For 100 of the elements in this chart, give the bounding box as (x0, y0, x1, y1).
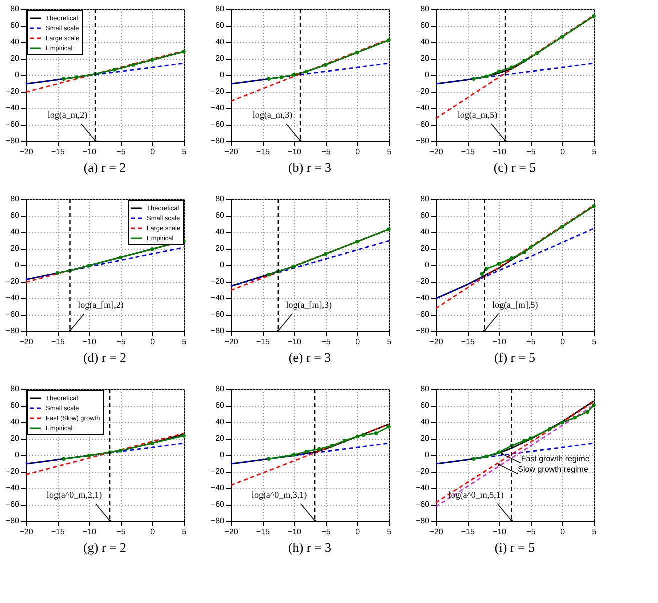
y-tick-label: 40 (216, 228, 226, 236)
text: (c) r = 5 (494, 160, 536, 175)
y-tick-label: −20 (416, 467, 430, 476)
y-tick-label: −80 (6, 516, 20, 526)
y-tick-label: −60 (6, 120, 20, 129)
y-tick-label: 80 (10, 384, 20, 394)
y-tick-label: −80 (6, 136, 20, 146)
y-tick-label: −20 (6, 277, 20, 286)
y-tick-label: −60 (416, 500, 430, 509)
x-tick-label: −10 (288, 148, 302, 156)
y-tick-label: −40 (416, 294, 430, 302)
y-tick-label: 0 (425, 260, 430, 270)
text: (d) r = 2 (83, 350, 127, 365)
x-tick-label: 0 (356, 148, 361, 156)
y-tick-label: 80 (420, 194, 430, 204)
y-tick-label: 40 (216, 418, 226, 426)
y-tick-label: 60 (10, 21, 20, 30)
y-tick-label: −40 (6, 294, 20, 302)
x-tick-label: 5 (387, 148, 392, 156)
y-tick-label: 20 (10, 54, 20, 63)
y-tick-label: 0 (425, 70, 430, 80)
y-tick-label: 80 (420, 384, 430, 394)
y-tick-label: −40 (416, 104, 430, 112)
y-tick-label: 80 (216, 4, 226, 14)
annotation: log(a_m,2) (48, 110, 88, 120)
y-tick-label: −40 (6, 104, 20, 112)
y-tick-label: −20 (416, 277, 430, 286)
y-tick-label: −40 (210, 294, 226, 302)
y-tick-label: −20 (416, 87, 430, 96)
annotation: log(a^0_m,5,1) (448, 490, 504, 500)
text: (i) r = 5 (494, 540, 536, 555)
y-tick-label: −80 (6, 326, 20, 336)
x-tick-label: −15 (256, 148, 270, 156)
x-tick-label: 5 (182, 148, 188, 156)
annotation: log(a^0_m,2,1) (46, 490, 102, 500)
y-tick-label: 80 (420, 4, 430, 14)
y-tick-label: 0 (425, 450, 430, 460)
y-tick-label: 20 (420, 434, 430, 443)
y-tick-label: 20 (216, 244, 226, 253)
y-tick-label: 20 (420, 244, 430, 253)
x-tick-label: 5 (592, 148, 598, 156)
text: (a) r = 2 (84, 160, 126, 175)
y-tick-label: −80 (210, 326, 226, 336)
x-tick-label: 0 (356, 528, 361, 536)
y-tick-label: 60 (420, 211, 430, 220)
y-tick-label: 0 (15, 260, 20, 270)
x-tick-label: 5 (182, 338, 188, 346)
y-tick-label: −80 (416, 326, 430, 336)
y-tick-label: −20 (210, 87, 226, 96)
y-tick-label: 80 (10, 194, 20, 204)
y-tick-label: −80 (210, 516, 226, 526)
x-tick-label: −5 (116, 528, 126, 536)
y-tick-label: −60 (210, 500, 226, 509)
x-tick-label: −5 (526, 528, 536, 536)
y-tick-label: 0 (220, 260, 226, 270)
y-tick-label: 0 (15, 70, 20, 80)
y-tick-label: −20 (210, 467, 226, 476)
x-tick-label: −5 (322, 528, 332, 536)
y-tick-label: 80 (216, 194, 226, 204)
y-tick-label: −80 (416, 516, 430, 526)
x-tick-label: −15 (51, 338, 66, 346)
x-tick-label: 0 (356, 338, 361, 346)
x-tick-label: −5 (116, 338, 126, 346)
x-tick-label: −10 (492, 338, 508, 346)
x-tick-label: 0 (560, 148, 566, 156)
x-tick-label: −5 (526, 148, 536, 156)
y-tick-label: 40 (10, 228, 20, 236)
y-tick-label: 80 (10, 4, 20, 14)
y-tick-label: 60 (10, 211, 20, 220)
y-tick-label: −60 (6, 500, 20, 509)
y-tick-label: −60 (416, 310, 430, 319)
annotation: log(a_[m],3) (286, 300, 332, 310)
y-tick-label: −40 (210, 484, 226, 492)
y-tick-label: 40 (420, 418, 430, 426)
y-tick-label: 20 (216, 54, 226, 63)
y-tick-label: 60 (10, 401, 20, 410)
y-tick-label: −40 (416, 484, 430, 492)
y-tick-label: −60 (210, 120, 226, 129)
x-tick-label: −15 (461, 528, 476, 536)
y-tick-label: 60 (216, 21, 226, 30)
annotation: log(a_[m],5) (492, 300, 538, 310)
y-tick-label: 60 (420, 401, 430, 410)
text: (h) r = 3 (288, 540, 332, 555)
x-tick-label: −15 (256, 338, 270, 346)
text: (b) r = 3 (288, 160, 332, 175)
text: (g) r = 2 (83, 540, 127, 555)
x-tick-label: −10 (82, 338, 98, 346)
y-tick-label: 40 (420, 38, 430, 46)
x-tick-label: −5 (322, 148, 332, 156)
annotation: Fast growth regime (521, 454, 590, 464)
x-tick-label: −5 (322, 338, 332, 346)
annotation: log(a^0_m,3,1) (252, 490, 308, 500)
x-tick-label: −5 (526, 338, 536, 346)
x-tick-label: 0 (150, 338, 156, 346)
x-tick-label: −10 (82, 148, 98, 156)
y-tick-label: −80 (210, 136, 226, 146)
x-tick-label: −15 (51, 148, 66, 156)
y-tick-label: −20 (6, 467, 20, 476)
y-tick-label: 60 (216, 211, 226, 220)
y-tick-label: 60 (216, 401, 226, 410)
